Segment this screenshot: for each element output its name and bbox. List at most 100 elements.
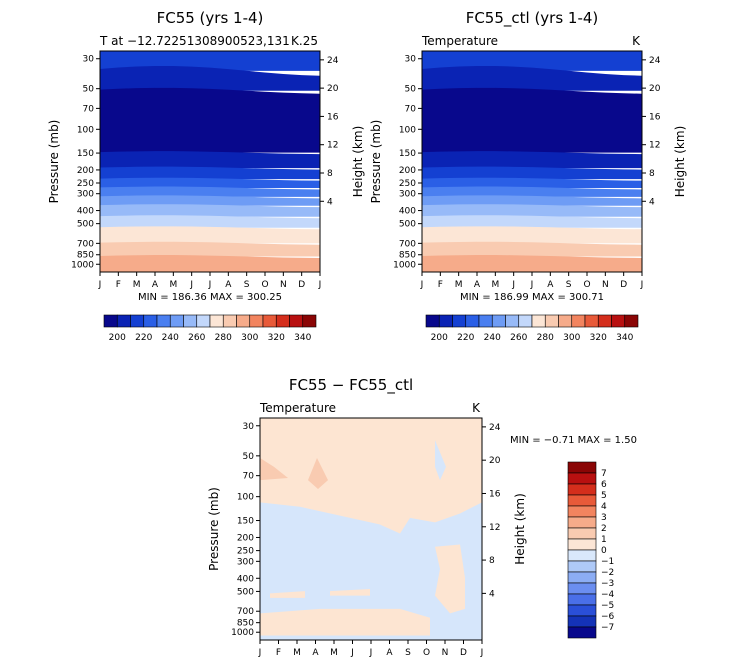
colorbar-swatch [611, 314, 626, 328]
x-tick-label: M [293, 648, 301, 658]
y2-axis-label: Height (km) [351, 126, 365, 197]
colorbar-label: 260 [188, 333, 205, 343]
y2-tick-label: 8 [649, 169, 655, 179]
x-tick-label: J [350, 648, 354, 658]
x-tick-label: D [298, 280, 305, 290]
colorbar-swatch [567, 538, 597, 551]
panel-right-label: K [472, 401, 481, 415]
colorbar-swatch [491, 314, 506, 328]
colorbar-label: 200 [431, 333, 448, 343]
x-tick-label: J [530, 280, 534, 290]
colorbar-swatch [452, 314, 467, 328]
colorbar-label: 280 [215, 333, 232, 343]
colorbar-swatch [567, 461, 597, 474]
contour-band [422, 87, 642, 153]
colorbar-swatch [567, 549, 597, 562]
colorbar-label: 3 [601, 513, 607, 523]
x-tick-label: M [169, 280, 177, 290]
colorbar-swatch [531, 314, 546, 328]
contour-band [100, 195, 320, 206]
y2-axis-label: Height (km) [673, 126, 687, 197]
colorbar-label: 220 [135, 333, 152, 343]
y2-tick-label: 12 [327, 141, 338, 151]
x-tick-label: A [386, 648, 393, 658]
y-tick-label: 700 [399, 239, 416, 249]
y2-tick-label: 20 [649, 84, 661, 94]
contour-band [422, 195, 642, 206]
x-tick-label: F [276, 648, 281, 658]
y-tick-label: 50 [83, 85, 95, 95]
x-tick-label: J [98, 280, 102, 290]
colorbar-swatch [567, 527, 597, 540]
y-tick-label: 200 [399, 166, 416, 176]
x-tick-label: O [583, 280, 590, 290]
colorbar-label: 5 [601, 491, 607, 501]
colorbar-label: 200 [109, 333, 126, 343]
y-tick-label: 70 [83, 104, 95, 114]
y2-tick-label: 24 [327, 56, 339, 66]
colorbar-label: 340 [294, 333, 311, 343]
colorbar-swatch [567, 615, 597, 628]
colorbar-swatch [567, 505, 597, 518]
colorbar-label: 300 [241, 333, 258, 343]
contour-band [100, 87, 320, 153]
colorbar-swatch [262, 314, 277, 328]
x-tick-label: N [280, 280, 287, 290]
y-tick-label: 200 [77, 166, 94, 176]
colorbar-label: 7 [601, 469, 607, 479]
y-tick-label: 850 [237, 619, 254, 629]
y-tick-label: 1000 [231, 628, 254, 638]
contour-band [100, 204, 320, 217]
y-axis-label: Pressure (mb) [47, 120, 61, 204]
y-tick-label: 400 [399, 207, 416, 217]
contour-band [422, 215, 642, 228]
contour-band [422, 151, 642, 169]
y2-tick-label: 4 [649, 197, 655, 207]
y-tick-label: 150 [237, 517, 254, 527]
colorbar-label: 320 [268, 333, 285, 343]
x-tick-label: M [491, 280, 499, 290]
colorbar-swatch [143, 314, 158, 328]
y-tick-label: 700 [77, 239, 94, 249]
colorbar-label: 240 [484, 333, 501, 343]
colorbar-label: 300 [563, 333, 580, 343]
panel-title: FC55 (yrs 1-4) [157, 9, 264, 27]
colorbar-swatch [169, 314, 184, 328]
contour-band [100, 151, 320, 169]
y2-tick-label: 16 [327, 112, 339, 122]
x-tick-label: J [420, 280, 424, 290]
colorbar-swatch [567, 483, 597, 496]
min-max-stats: MIN = −0.71 MAX = 1.50 [510, 435, 637, 446]
y-tick-label: 30 [243, 422, 255, 432]
colorbar-label: 220 [457, 333, 474, 343]
contour-band [422, 186, 642, 197]
colorbar-swatch [567, 472, 597, 485]
x-tick-label: A [152, 280, 159, 290]
x-tick-label: O [261, 280, 268, 290]
x-tick-label: J [189, 280, 193, 290]
colorbar-swatch [567, 604, 597, 617]
x-tick-label: A [547, 280, 554, 290]
x-tick-label: A [474, 280, 481, 290]
y-tick-label: 30 [83, 55, 95, 65]
x-tick-label: A [225, 280, 232, 290]
x-tick-label: M [330, 648, 338, 658]
x-tick-label: S [244, 280, 250, 290]
contour-band [422, 204, 642, 217]
colorbar-label: −4 [601, 590, 615, 600]
y-tick-label: 50 [243, 452, 255, 462]
colorbar-swatch [222, 314, 237, 328]
y-tick-label: 700 [237, 607, 254, 617]
colorbar-swatch [116, 314, 131, 328]
colorbar-swatch [183, 314, 198, 328]
positive-patch [308, 457, 328, 490]
y2-tick-label: 12 [489, 523, 500, 533]
x-tick-label: F [116, 280, 121, 290]
colorbar-label: 340 [616, 333, 633, 343]
colorbar-swatch [275, 314, 290, 328]
contour-band [422, 51, 642, 71]
negative-region [260, 502, 482, 640]
y-tick-label: 250 [237, 547, 254, 557]
contour-band [100, 65, 320, 91]
